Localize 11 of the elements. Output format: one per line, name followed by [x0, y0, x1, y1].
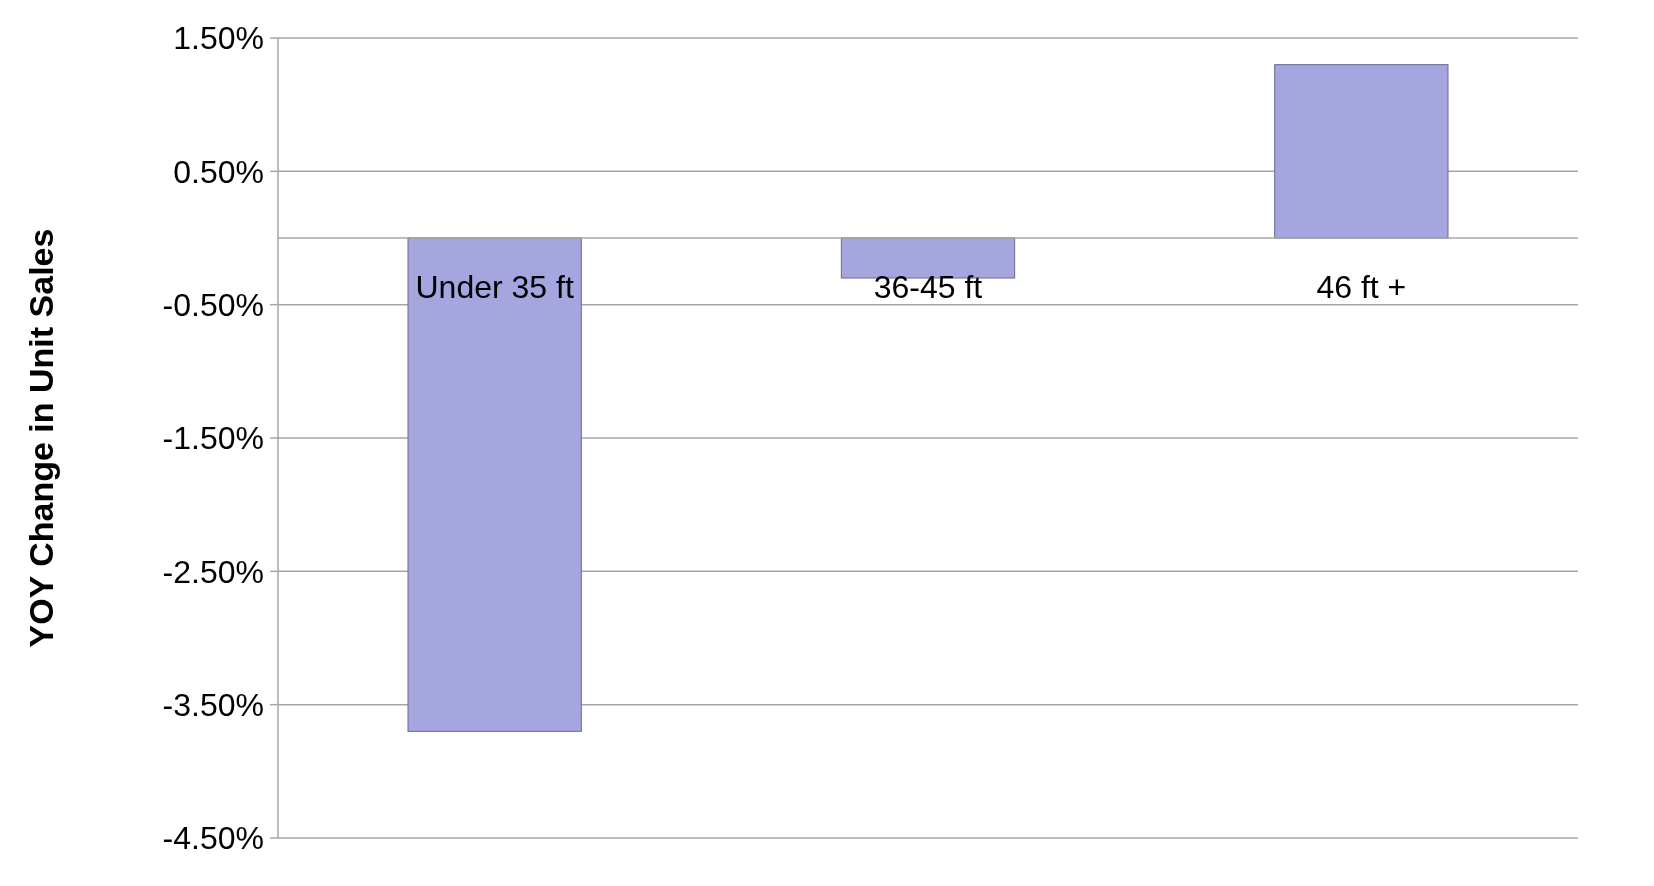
y-axis-title: YOY Change in Unit Sales	[22, 228, 60, 648]
y-tick-label: 0.50%	[173, 153, 264, 190]
y-tick-label: -0.50%	[162, 286, 264, 323]
x-tick-label: 36-45 ft	[873, 269, 983, 305]
y-tick-label: -3.50%	[162, 686, 264, 723]
y-tick-label: -4.50%	[162, 820, 264, 857]
y-tick-label: -2.50%	[162, 553, 264, 590]
y-tick-label: -1.50%	[162, 420, 264, 457]
x-tick-label: 46 ft +	[1316, 269, 1407, 305]
x-tick-label: Under 35 ft	[415, 269, 574, 305]
y-tick-label: 1.50%	[173, 20, 264, 57]
